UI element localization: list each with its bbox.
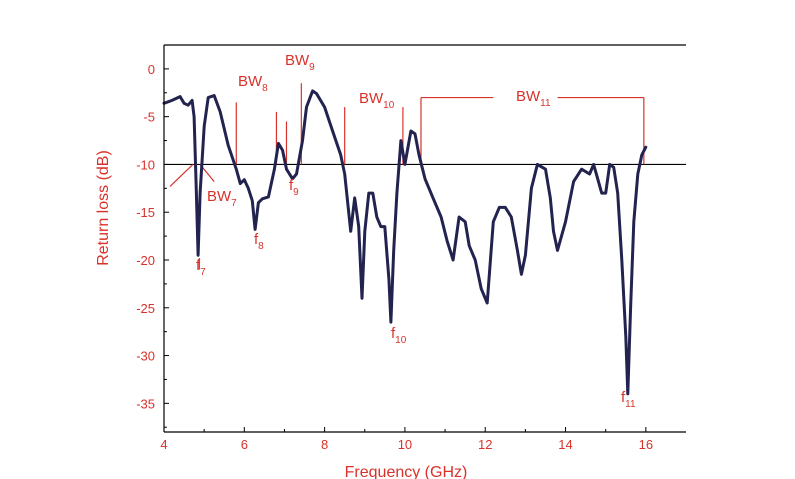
x-tick-label: 6 bbox=[241, 437, 248, 452]
bw7-arrow-left bbox=[169, 164, 194, 187]
y-tick-label: -15 bbox=[136, 205, 155, 220]
y-tick-label: -5 bbox=[143, 110, 155, 125]
x-tick-label: 12 bbox=[478, 437, 492, 452]
f7-label: f7 bbox=[196, 257, 206, 278]
x-tick-label: 8 bbox=[321, 437, 328, 452]
y-tick-label: -25 bbox=[136, 301, 155, 316]
f8-label: f8 bbox=[254, 231, 264, 252]
y-tick-label: -20 bbox=[136, 253, 155, 268]
bw7-label: BW7 bbox=[207, 188, 237, 209]
y-axis-title: Return loss (dB) bbox=[95, 150, 112, 266]
y-tick-label: -35 bbox=[136, 396, 155, 411]
x-tick-label: 10 bbox=[398, 437, 412, 452]
x-axis-title: Frequency (GHz) bbox=[345, 464, 468, 479]
x-tick-label: 14 bbox=[558, 437, 572, 452]
y-tick-label: -30 bbox=[136, 349, 155, 364]
f10-label: f10 bbox=[391, 325, 407, 346]
bw9-label: BW9 bbox=[285, 52, 315, 73]
x-tick-label: 4 bbox=[160, 437, 167, 452]
f11-label: f11 bbox=[621, 389, 636, 410]
bw11-label: BW11 bbox=[516, 88, 551, 109]
return-loss-curve bbox=[162, 89, 648, 396]
x-tick-label: 16 bbox=[639, 437, 653, 452]
y-tick-label: 0 bbox=[148, 62, 155, 77]
f9-label: f9 bbox=[289, 177, 299, 198]
y-tick-label: -10 bbox=[136, 157, 155, 172]
bw10-label: BW10 bbox=[359, 90, 395, 111]
bw8-label: BW8 bbox=[238, 73, 268, 94]
